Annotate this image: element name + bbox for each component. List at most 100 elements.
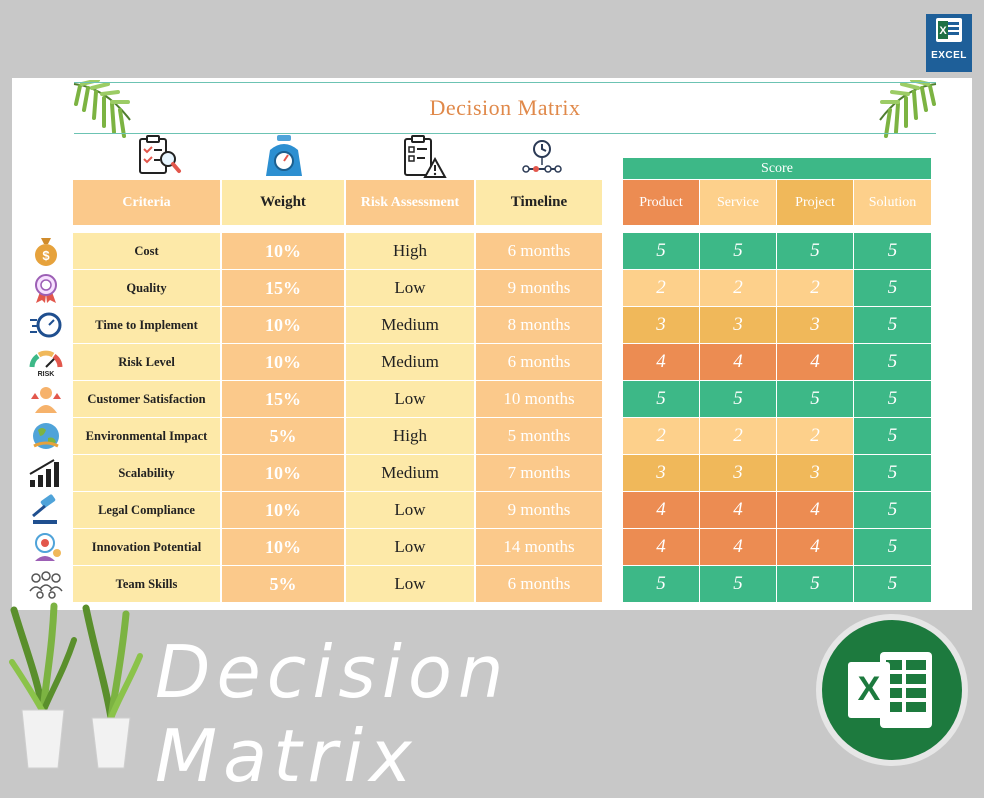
money-bag-icon: $ <box>28 234 64 268</box>
score-cell: 5 <box>777 233 853 269</box>
risk-cell: Low <box>346 381 474 417</box>
score-cell: 2 <box>700 418 776 454</box>
risk-cell: High <box>346 418 474 454</box>
excel-badge-label: EXCEL <box>931 50 967 61</box>
score-cell: 3 <box>777 307 853 343</box>
risk-cell: Medium <box>346 344 474 380</box>
score-cell: 3 <box>777 455 853 491</box>
score-cell: 4 <box>700 492 776 528</box>
checklist-search-icon <box>129 134 189 180</box>
innovation-icon <box>28 530 64 564</box>
weight-scale-icon <box>254 134 314 180</box>
gavel-icon <box>28 493 64 527</box>
header-weight: Weight <box>222 180 344 225</box>
header-timeline: Timeline <box>476 180 602 225</box>
weight-cell: 10% <box>222 455 344 491</box>
risk-cell: High <box>346 233 474 269</box>
risk-cell: Low <box>346 492 474 528</box>
criteria-cell: Quality <box>73 270 220 306</box>
weight-cell: 10% <box>222 307 344 343</box>
risk-cell: Low <box>346 566 474 602</box>
excel-badge: X EXCEL <box>926 14 972 72</box>
svg-text:$: $ <box>42 248 50 263</box>
criteria-cell: Customer Satisfaction <box>73 381 220 417</box>
header-product: Product <box>623 180 699 225</box>
header-service: Service <box>700 180 776 225</box>
score-cell: 3 <box>623 307 699 343</box>
bar-growth-icon <box>28 456 64 490</box>
risk-cell: Low <box>346 529 474 565</box>
earth-icon <box>28 419 64 453</box>
timeline-cell: 5 months <box>476 418 602 454</box>
decision-matrix-sheet: Decision Matrix <box>12 78 972 610</box>
timeline-cell: 6 months <box>476 344 602 380</box>
score-cell: 5 <box>854 381 931 417</box>
timeline-cell: 6 months <box>476 233 602 269</box>
score-cell: 4 <box>700 344 776 380</box>
score-cell: 5 <box>700 233 776 269</box>
score-cell: 4 <box>777 529 853 565</box>
page-title: Decision Matrix <box>429 95 581 120</box>
excel-logo-icon: X <box>816 614 968 766</box>
risk-clipboard-icon <box>394 134 454 180</box>
weight-cell: 5% <box>222 418 344 454</box>
score-cell: 5 <box>623 233 699 269</box>
score-cell: 5 <box>854 270 931 306</box>
header-project: Project <box>777 180 853 225</box>
score-cell: 4 <box>623 529 699 565</box>
score-cell: 3 <box>700 307 776 343</box>
score-cell: 2 <box>700 270 776 306</box>
weight-cell: 10% <box>222 233 344 269</box>
risk-cell: Low <box>346 270 474 306</box>
weight-cell: 10% <box>222 529 344 565</box>
header-score: Score <box>623 158 931 179</box>
score-cell: 2 <box>623 270 699 306</box>
risk-gauge-icon: RISK <box>28 345 64 379</box>
timeline-cell: 9 months <box>476 270 602 306</box>
score-cell: 4 <box>623 492 699 528</box>
risk-cell: Medium <box>346 455 474 491</box>
criteria-cell: Environmental Impact <box>73 418 220 454</box>
risk-cell: Medium <box>346 307 474 343</box>
score-cell: 5 <box>623 381 699 417</box>
score-cell: 4 <box>777 344 853 380</box>
weight-cell: 5% <box>222 566 344 602</box>
score-cell: 5 <box>854 418 931 454</box>
score-cell: 5 <box>700 381 776 417</box>
score-cell: 5 <box>777 566 853 602</box>
timeline-cell: 7 months <box>476 455 602 491</box>
score-cell: 5 <box>854 492 931 528</box>
score-cell: 5 <box>854 566 931 602</box>
criteria-cell: Team Skills <box>73 566 220 602</box>
score-cell: 3 <box>700 455 776 491</box>
weight-cell: 15% <box>222 270 344 306</box>
quality-badge-icon <box>28 271 64 305</box>
title-band: Decision Matrix <box>74 82 936 134</box>
score-cell: 5 <box>854 344 931 380</box>
criteria-cell: Innovation Potential <box>73 529 220 565</box>
svg-text:X: X <box>939 25 947 37</box>
score-cell: 2 <box>623 418 699 454</box>
header-solution: Solution <box>854 180 931 225</box>
header-risk-assessment: Risk Assessment <box>346 180 474 225</box>
score-cell: 3 <box>623 455 699 491</box>
timeline-cell: 14 months <box>476 529 602 565</box>
score-cell: 5 <box>854 233 931 269</box>
team-icon <box>28 567 64 601</box>
criteria-cell: Scalability <box>73 455 220 491</box>
header-criteria: Criteria <box>73 180 220 225</box>
score-cell: 2 <box>777 270 853 306</box>
svg-text:RISK: RISK <box>38 371 55 377</box>
score-cell: 5 <box>623 566 699 602</box>
plant-right-icon <box>82 604 143 769</box>
criteria-cell: Cost <box>73 233 220 269</box>
score-cell: 5 <box>700 566 776 602</box>
satisfaction-icon <box>28 382 64 416</box>
score-cell: 2 <box>777 418 853 454</box>
timeline-cell: 10 months <box>476 381 602 417</box>
timeline-cell: 8 months <box>476 307 602 343</box>
score-cell: 4 <box>700 529 776 565</box>
score-cell: 5 <box>777 381 853 417</box>
banner-title: Decision Matrix <box>155 630 510 798</box>
excel-icon: X <box>936 18 962 42</box>
